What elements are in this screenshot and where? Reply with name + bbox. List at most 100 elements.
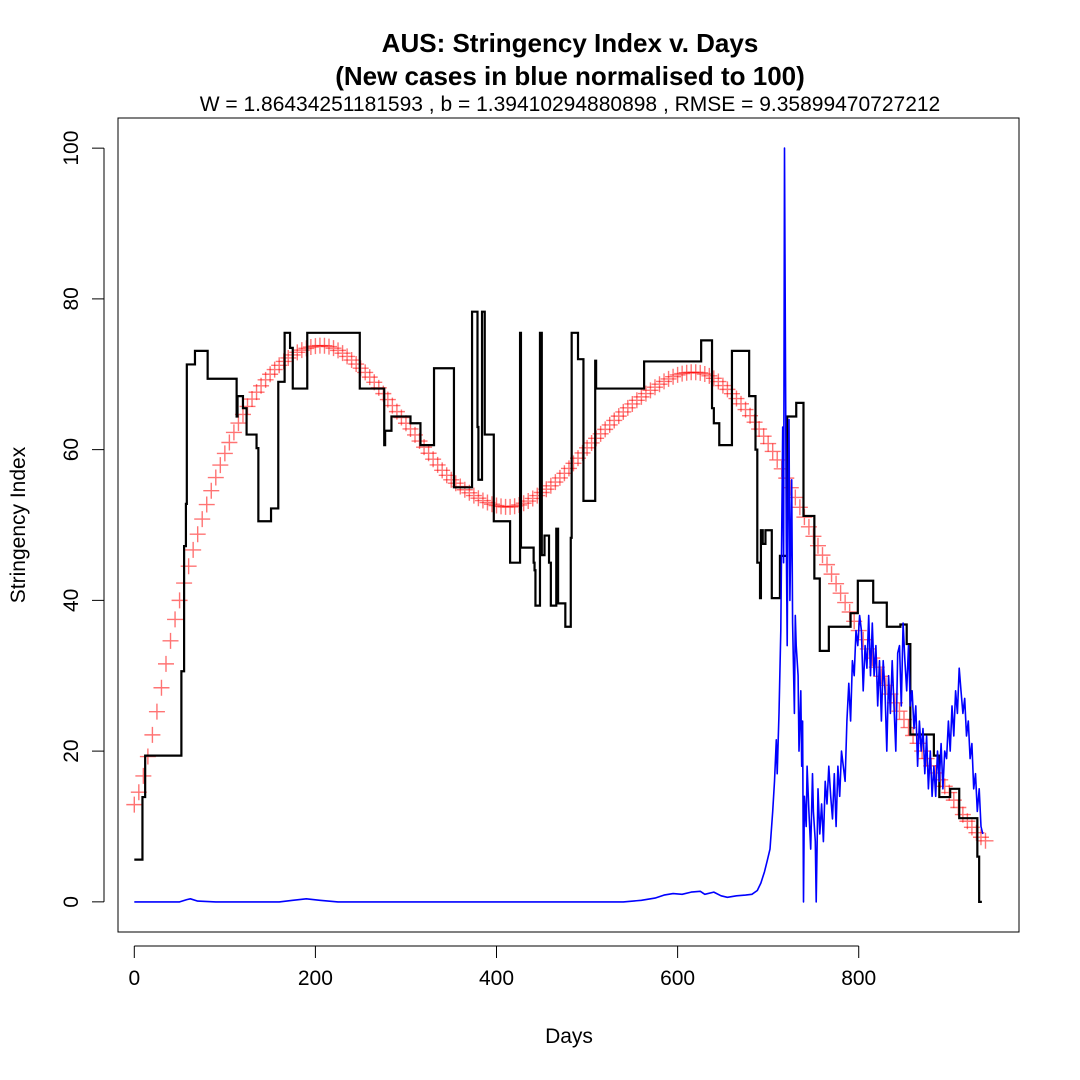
fit-marker xyxy=(221,434,238,451)
fit-marker xyxy=(488,497,505,514)
fit-marker xyxy=(624,395,641,412)
fit-marker xyxy=(416,439,433,456)
chart-title-line-2: (New cases in blue normalised to 100) xyxy=(335,61,805,91)
y-tick-label: 60 xyxy=(60,438,83,461)
stringency-index-line xyxy=(134,310,982,903)
fit-marker xyxy=(714,377,731,394)
fit-marker xyxy=(547,474,564,491)
fit-marker xyxy=(212,457,229,474)
fit-marker xyxy=(705,370,722,387)
y-tick-label: 40 xyxy=(60,589,83,612)
fit-marker xyxy=(443,471,460,488)
fit-marker xyxy=(157,655,174,672)
fit-marker xyxy=(583,434,600,451)
fit-marker xyxy=(637,385,654,402)
fit-marker xyxy=(524,490,541,507)
fit-marker xyxy=(809,537,826,554)
fit-marker xyxy=(470,490,487,507)
fit-marker xyxy=(185,541,202,558)
fit-marker xyxy=(339,348,356,365)
fit-marker xyxy=(755,428,772,445)
new-cases-line xyxy=(134,147,984,903)
fit-marker xyxy=(515,495,532,512)
fit-marker xyxy=(162,632,179,649)
y-tick-label: 80 xyxy=(60,287,83,310)
x-tick-label: 0 xyxy=(128,967,140,990)
fit-marker xyxy=(153,679,170,696)
fit-marker xyxy=(837,594,854,611)
fit-marker xyxy=(167,611,184,628)
fit-marker xyxy=(325,340,342,357)
fit-marker xyxy=(216,445,233,462)
fit-marker xyxy=(266,361,283,378)
fit-marker xyxy=(483,496,500,513)
fit-marker xyxy=(348,356,365,373)
x-axis: 0 200 400 600 800 xyxy=(128,945,876,990)
fit-marker xyxy=(656,373,673,390)
chart-title: AUS: Stringency Index v. Days xyxy=(382,28,759,58)
fit-marker xyxy=(660,370,677,387)
fit-marker xyxy=(334,345,351,362)
plot-frame xyxy=(117,117,1020,933)
fit-marker xyxy=(144,726,161,743)
fit-marker xyxy=(764,443,781,460)
fit-marker xyxy=(343,352,360,369)
x-tick-label: 600 xyxy=(660,967,695,990)
fit-marker xyxy=(642,382,659,399)
fit-marker xyxy=(244,391,261,408)
fit-marker xyxy=(230,415,247,432)
fit-marker xyxy=(474,492,491,509)
fit-marker xyxy=(189,526,206,543)
fit-marker xyxy=(207,469,224,486)
fit-marker xyxy=(819,556,836,573)
fit-marker xyxy=(606,412,623,429)
fit-marker xyxy=(873,668,890,685)
fit-marker xyxy=(701,367,718,384)
fit-marker xyxy=(751,421,768,438)
fit-marker xyxy=(669,366,686,383)
fit-marker xyxy=(198,496,215,513)
fit-marker xyxy=(692,364,709,381)
y-tick-label: 20 xyxy=(60,739,83,762)
fit-marker xyxy=(551,469,568,486)
y-tick-label: 0 xyxy=(60,896,83,908)
fit-marker xyxy=(791,499,808,516)
fit-marker xyxy=(601,416,618,433)
fit-marker xyxy=(651,376,668,393)
fit-marker xyxy=(737,401,754,418)
x-tick-label: 200 xyxy=(298,967,333,990)
fit-marker xyxy=(828,575,845,592)
fit-marker xyxy=(203,482,220,499)
fit-marker xyxy=(633,388,650,405)
fit-marker xyxy=(438,467,455,484)
fit-marker xyxy=(628,392,645,409)
fit-marker xyxy=(674,365,691,382)
fit-marker xyxy=(959,813,976,830)
fit-marker xyxy=(954,806,971,823)
fit-marker xyxy=(760,435,777,452)
y-axis: 0 20 40 60 80 100 xyxy=(60,131,105,908)
fit-marker xyxy=(320,338,337,355)
fit-marker xyxy=(379,391,396,408)
fit-marker xyxy=(597,421,614,438)
y-axis-label: Stringency Index xyxy=(7,446,30,603)
fit-marker xyxy=(972,829,989,846)
fit-marker xyxy=(248,384,265,401)
plot-series xyxy=(126,147,994,903)
fit-marker xyxy=(135,767,152,784)
fit-marker xyxy=(646,379,663,396)
x-tick-label: 400 xyxy=(479,967,514,990)
fit-marker xyxy=(302,339,319,356)
fit-marker xyxy=(126,796,143,813)
fit-marker xyxy=(520,493,537,510)
fit-marker xyxy=(556,465,573,482)
fit-marker xyxy=(465,487,482,504)
fit-marker xyxy=(225,424,242,441)
fit-marker xyxy=(610,408,627,425)
fit-marker xyxy=(447,475,464,492)
fit-marker xyxy=(696,366,713,383)
fit-marker xyxy=(619,399,636,416)
x-axis-label: Days xyxy=(545,1025,593,1048)
fit-marker xyxy=(615,403,632,420)
